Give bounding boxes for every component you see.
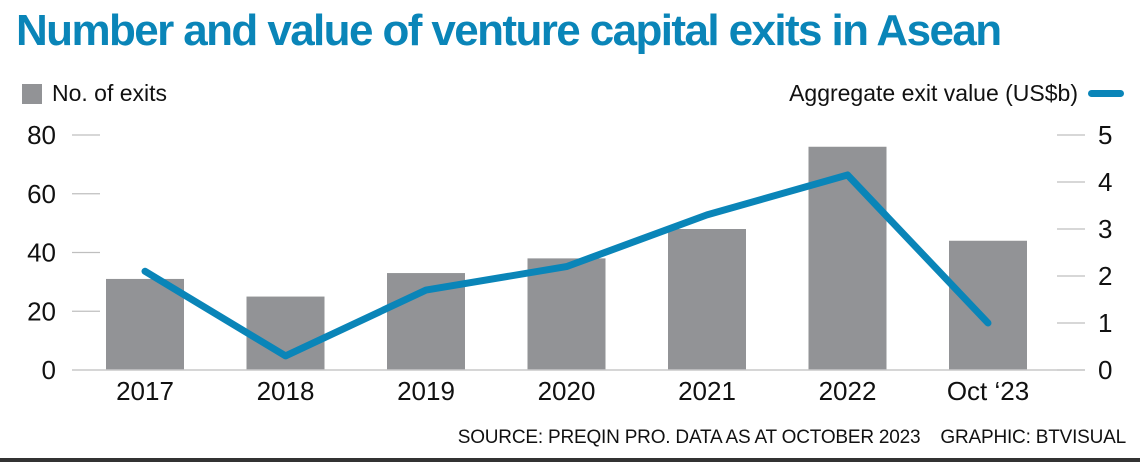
legend-bar-label: No. of exits [52, 80, 168, 106]
source-note: SOURCE: PREQIN PRO. DATA AS AT OCTOBER 2… [458, 427, 1126, 449]
category-label: 2019 [397, 376, 455, 406]
right-tick-label: 3 [1098, 214, 1112, 244]
graphic-credit: GRAPHIC: BTVISUAL [940, 427, 1126, 448]
right-tick-label: 2 [1098, 261, 1112, 291]
category-label: 2022 [819, 376, 877, 406]
legend-line-swatch [1088, 90, 1124, 97]
left-tick-label: 0 [42, 355, 56, 385]
bar [668, 229, 746, 370]
legend-bar-swatch [22, 83, 42, 104]
bar [527, 258, 606, 370]
bottom-rule [0, 458, 1140, 462]
right-tick-label: 5 [1098, 120, 1112, 150]
right-axis: 0 1 2 3 4 5 [1057, 120, 1112, 385]
bar [106, 278, 184, 370]
bar-series [106, 146, 1027, 370]
line-series [141, 171, 992, 360]
category-label: 2018 [257, 376, 315, 406]
category-label: 2021 [678, 376, 736, 406]
left-tick-label: 80 [27, 120, 56, 150]
left-axis: 0 20 40 60 80 [27, 120, 100, 385]
x-axis: 2017 2018 2019 2020 2021 2022 Oct ‘23 [116, 376, 1029, 406]
legend-bars: No. of exits [22, 80, 167, 107]
right-tick-label: 0 [1098, 355, 1112, 385]
category-label: Oct ‘23 [947, 376, 1029, 406]
right-tick-label: 1 [1098, 308, 1112, 338]
bar [949, 240, 1027, 370]
category-label: 2020 [538, 376, 596, 406]
chart-title: Number and value of venture capital exit… [16, 6, 1002, 55]
category-label: 2017 [116, 376, 174, 406]
right-tick-label: 4 [1098, 167, 1112, 197]
legend-line-label: Aggregate exit value (US$b) [789, 80, 1078, 106]
left-tick-label: 40 [27, 238, 56, 268]
left-tick-label: 60 [27, 179, 56, 209]
left-tick-label: 20 [27, 296, 56, 326]
legend-line: Aggregate exit value (US$b) [789, 80, 1124, 107]
source-text: SOURCE: PREQIN PRO. DATA AS AT OCTOBER 2… [457, 427, 921, 448]
